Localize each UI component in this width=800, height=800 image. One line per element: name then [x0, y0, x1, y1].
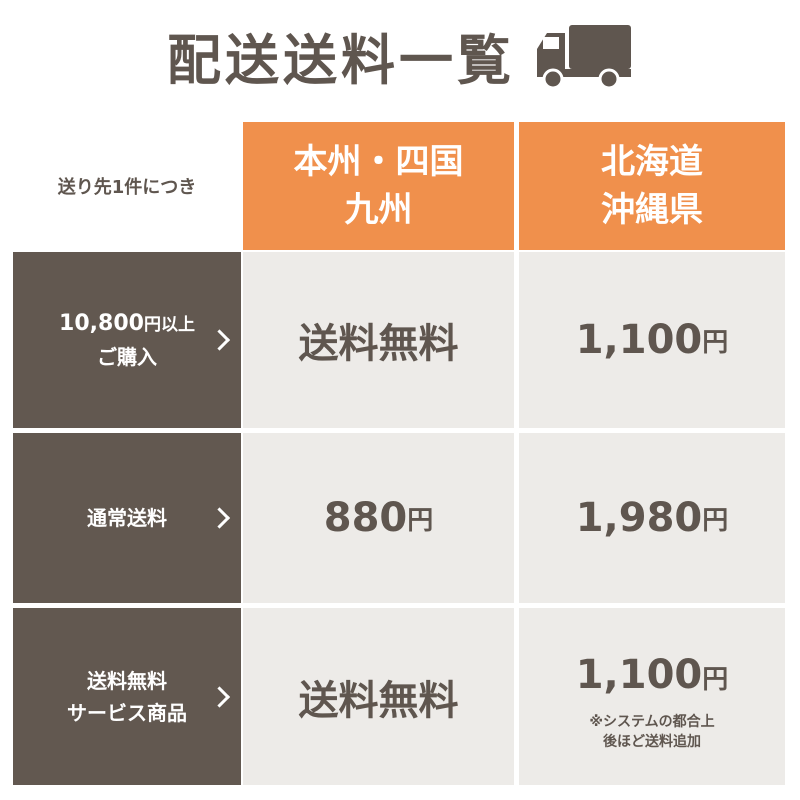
chevron-right-icon: [208, 685, 231, 708]
fee-cell: 880 円: [243, 433, 514, 603]
column-header-line: 沖縄県: [601, 190, 703, 230]
fee-cell: 1,980 円: [519, 433, 785, 603]
fee-cell: 送料無料: [243, 608, 514, 785]
chevron-right-icon: [208, 329, 231, 351]
fee-unit: 円: [702, 327, 729, 358]
fee-unit: 円: [407, 505, 434, 536]
fee-value: 1,100: [575, 317, 703, 363]
row-label-standard: 通常送料: [13, 433, 241, 603]
row-label-line: サービス商品: [67, 700, 187, 725]
column-header-line: 九州: [344, 190, 413, 230]
fee-cell: 送料無料: [243, 252, 514, 428]
corner-label: 送り先1件につき: [57, 177, 197, 198]
fee-value: 1,100: [575, 651, 703, 698]
fee-cell: 1,100円 ※システムの都合上 後ほど送料追加: [519, 608, 785, 785]
row-label-line: 通常送料: [87, 506, 167, 530]
fee-note: ※システムの都合上 後ほど送料追加: [589, 712, 714, 752]
row-label-line: ご購入: [97, 345, 157, 369]
fee-value: 880: [323, 495, 408, 541]
chevron-right-icon: [208, 507, 231, 529]
column-header-line: 北海道: [601, 142, 703, 182]
row-label-line: 送料無料: [87, 668, 167, 693]
row-label-free-shipping-items: 送料無料サービス商品: [13, 608, 241, 785]
row-label-unit: 円以上: [143, 315, 195, 335]
note-line: ※システムの都合上: [589, 713, 715, 730]
note-line: 後ほど送料追加: [602, 733, 701, 750]
row-label-amount: 10,800: [59, 311, 144, 336]
page-title: 配送送料一覧: [167, 29, 515, 92]
fee-unit: 円: [702, 664, 729, 695]
column-header-hokkaido: 北海道 沖縄県: [519, 122, 785, 250]
fee-value: 1,980: [575, 495, 703, 541]
column-header-honshu: 本州・四国 九州: [243, 122, 514, 250]
row-label-over-10800: 10,800円以上ご購入: [13, 252, 241, 428]
fee-value: 送料無料: [298, 677, 459, 724]
fee-cell: 1,100 円: [519, 252, 785, 428]
truck-icon: [537, 24, 631, 89]
column-header-line: 本州・四国: [293, 142, 464, 182]
fee-unit: 円: [702, 505, 729, 536]
title-bar: 配送送料一覧: [0, 18, 800, 93]
fee-value: 送料無料: [298, 321, 459, 367]
